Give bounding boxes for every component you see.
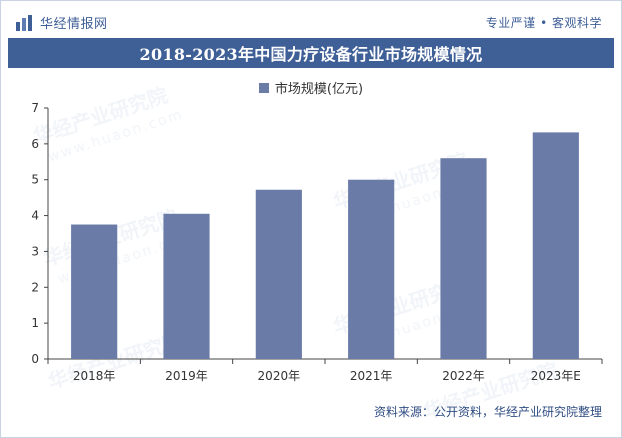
bar bbox=[440, 158, 487, 359]
y-tick-label: 5 bbox=[31, 173, 39, 187]
bar bbox=[348, 179, 395, 359]
x-tick-label: 2020年 bbox=[258, 369, 301, 383]
y-tick-label: 7 bbox=[31, 101, 39, 115]
x-tick-label: 2018年 bbox=[73, 369, 116, 383]
y-tick-label: 2 bbox=[31, 280, 39, 294]
y-tick-label: 3 bbox=[31, 244, 39, 258]
y-tick-label: 1 bbox=[31, 316, 39, 330]
y-tick-label: 4 bbox=[31, 209, 39, 223]
tagline: 专业严谨 • 客观科学 bbox=[485, 16, 602, 30]
bar bbox=[71, 224, 118, 359]
logo-icon bbox=[16, 14, 34, 31]
legend: 市场规模(亿元) bbox=[0, 78, 622, 97]
chart-title: 2018-2023年中国力疗设备行业市场规模情况 bbox=[139, 45, 483, 64]
bar bbox=[532, 132, 579, 359]
top-bar: 华经情报网 专业严谨 • 客观科学 bbox=[8, 8, 614, 34]
source-note: 资料来源：公开资料，华经产业研究院整理 bbox=[373, 405, 602, 419]
brand-name: 华经情报网 bbox=[40, 17, 108, 32]
title-bar: 2018-2023年中国力疗设备行业市场规模情况 bbox=[8, 38, 614, 68]
brand: 华经情报网 bbox=[16, 13, 108, 32]
y-tick-label: 0 bbox=[31, 352, 39, 366]
x-tick-label: 2022年 bbox=[442, 369, 485, 383]
x-tick-label: 2023年E bbox=[531, 369, 581, 383]
legend-swatch bbox=[258, 82, 269, 93]
x-tick-label: 2021年 bbox=[350, 369, 393, 383]
bar bbox=[163, 213, 210, 359]
y-tick-label: 6 bbox=[31, 137, 39, 151]
legend-label: 市场规模(亿元) bbox=[274, 82, 364, 97]
x-tick-label: 2019年 bbox=[165, 369, 208, 383]
bar bbox=[255, 189, 302, 359]
